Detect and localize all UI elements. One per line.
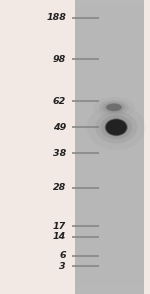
Bar <box>75 20 144 24</box>
Bar <box>75 157 144 162</box>
Bar <box>75 255 144 260</box>
Bar <box>75 270 144 274</box>
Bar <box>75 123 144 127</box>
Bar <box>75 44 144 49</box>
Bar <box>144 0 150 294</box>
Bar <box>75 0 144 5</box>
Text: 62: 62 <box>53 97 66 106</box>
Ellipse shape <box>103 102 125 113</box>
Bar <box>75 108 144 113</box>
Bar <box>75 0 144 294</box>
Ellipse shape <box>106 103 122 111</box>
Bar <box>75 186 144 191</box>
Bar <box>75 220 144 225</box>
Text: 38: 38 <box>53 149 66 158</box>
Bar <box>75 211 144 216</box>
Bar <box>75 103 144 108</box>
Bar <box>75 78 144 83</box>
Text: 3: 3 <box>59 262 66 270</box>
Bar <box>75 167 144 171</box>
Ellipse shape <box>100 115 132 139</box>
Bar <box>75 181 144 186</box>
Bar <box>75 118 144 123</box>
Text: 188: 188 <box>46 13 66 22</box>
Bar <box>75 93 144 98</box>
Bar <box>75 24 144 29</box>
Bar <box>75 162 144 167</box>
Bar <box>75 59 144 64</box>
Bar <box>75 235 144 240</box>
Ellipse shape <box>93 97 135 118</box>
Bar <box>75 74 144 78</box>
Bar <box>75 113 144 118</box>
Bar <box>75 265 144 270</box>
Bar <box>75 29 144 34</box>
Text: 98: 98 <box>53 55 66 64</box>
Bar <box>75 201 144 206</box>
Bar <box>75 34 144 39</box>
Bar <box>75 88 144 93</box>
Bar <box>75 176 144 181</box>
Bar <box>75 49 144 54</box>
Bar <box>75 69 144 74</box>
Ellipse shape <box>99 100 129 115</box>
Bar <box>75 225 144 230</box>
Bar <box>75 250 144 255</box>
Ellipse shape <box>106 104 122 111</box>
Bar <box>75 284 144 289</box>
Bar <box>75 132 144 137</box>
Bar <box>75 240 144 245</box>
Bar <box>75 5 144 10</box>
Bar <box>75 137 144 142</box>
Bar <box>75 54 144 59</box>
Bar <box>75 127 144 132</box>
Bar <box>75 260 144 265</box>
Bar <box>75 147 144 152</box>
Ellipse shape <box>106 119 127 136</box>
Bar <box>75 39 144 44</box>
Ellipse shape <box>95 111 137 143</box>
Bar <box>75 15 144 20</box>
Bar <box>75 274 144 279</box>
Bar <box>75 142 144 147</box>
Bar <box>75 191 144 196</box>
Text: 17: 17 <box>53 222 66 231</box>
Bar <box>75 216 144 220</box>
Bar <box>75 289 144 294</box>
Bar <box>75 98 144 103</box>
Bar <box>75 245 144 250</box>
Bar <box>75 152 144 157</box>
Bar <box>75 206 144 211</box>
Bar <box>75 83 144 88</box>
Ellipse shape <box>105 118 128 136</box>
Bar <box>75 230 144 235</box>
Bar <box>75 196 144 201</box>
Ellipse shape <box>87 105 146 150</box>
Text: 14: 14 <box>53 232 66 241</box>
Bar <box>75 64 144 69</box>
Text: 6: 6 <box>59 251 66 260</box>
Bar <box>75 10 144 15</box>
Text: 49: 49 <box>53 123 66 131</box>
Bar <box>75 171 144 176</box>
Text: 28: 28 <box>53 183 66 192</box>
Bar <box>75 279 144 284</box>
